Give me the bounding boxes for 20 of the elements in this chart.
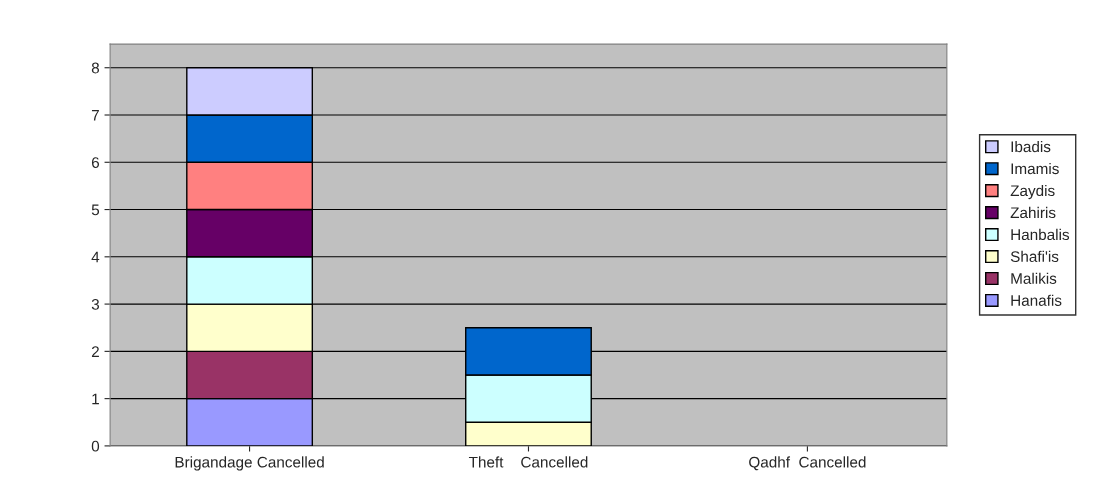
y-tick-label: 3 (91, 298, 100, 310)
x-tick-label: Brigandage Cancelled (175, 456, 324, 471)
y-tick-label: 2 (91, 346, 99, 357)
legend-label: Hanbalis (1011, 228, 1070, 241)
x-tick-label: Qadhf Cancelled (749, 456, 866, 471)
y-tick-label: 4 (91, 251, 100, 263)
y-tick-label: 6 (91, 157, 100, 168)
legend-label: Shafi'is (1010, 250, 1059, 262)
legend-label: Ibadis (1011, 140, 1051, 153)
y-tick-label: 5 (91, 204, 100, 216)
legend-label: Zaydis (1010, 184, 1055, 200)
y-tick-label: 1 (92, 393, 99, 405)
y-tick-label: 7 (91, 110, 99, 121)
legend-label: Malikis (1011, 272, 1057, 284)
x-tick-label: Theft Cancelled (468, 456, 588, 468)
legend-label: Imamis (1011, 162, 1059, 175)
y-tick-label: 0 (91, 440, 100, 452)
legend-label: Hanafis (1011, 294, 1062, 306)
y-tick-label: 8 (91, 62, 100, 74)
legend-label: Zahiris (1010, 206, 1056, 219)
